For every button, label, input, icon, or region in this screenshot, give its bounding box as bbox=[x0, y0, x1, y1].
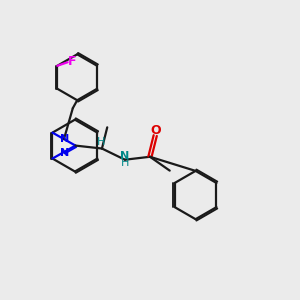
Text: H: H bbox=[120, 158, 129, 168]
Text: H: H bbox=[97, 137, 106, 147]
Text: N: N bbox=[60, 134, 69, 144]
Text: N: N bbox=[120, 151, 129, 161]
Text: O: O bbox=[151, 124, 161, 137]
Text: F: F bbox=[68, 55, 76, 68]
Text: N: N bbox=[60, 148, 69, 158]
